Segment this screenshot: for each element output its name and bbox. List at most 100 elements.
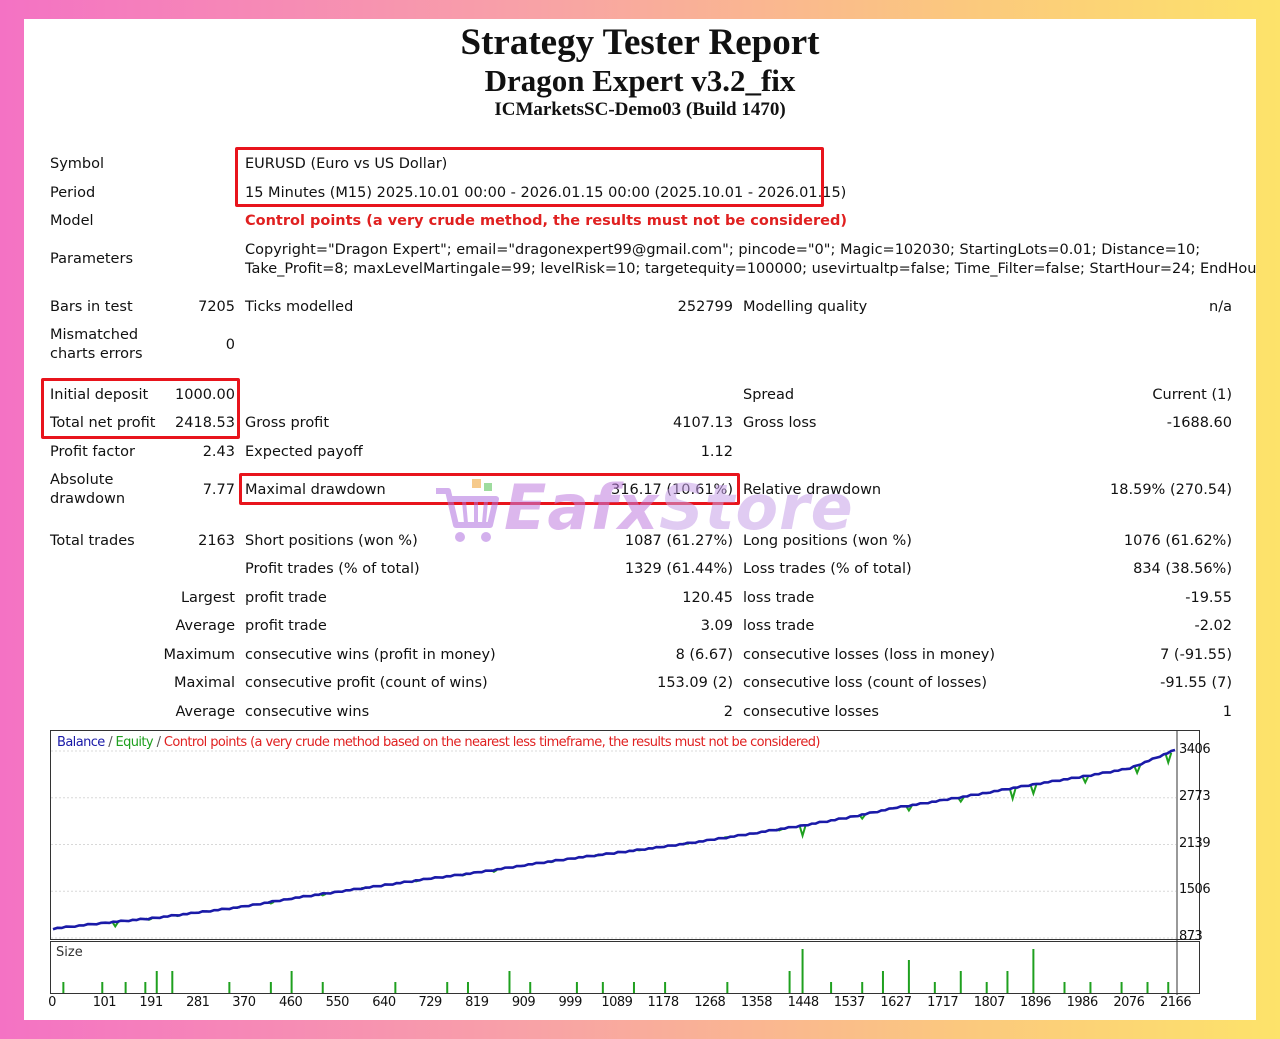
period-label: Period [50,185,96,201]
largest-profit-value: 120.45 [682,590,733,606]
y-tick-label: 873 [1179,929,1203,944]
x-tick-label: 1896 [1019,995,1052,1010]
equity-dip [1133,765,1142,776]
y-tick-label: 1506 [1179,882,1211,898]
short-positions-value: 1087 (61.27%) [624,533,733,549]
parameters-line-1: Copyright="Dragon Expert"; email="dragon… [245,242,1201,258]
long-positions-value: 1076 (61.62%) [1123,533,1232,549]
average-consecutive-label: Average [175,704,235,720]
average-loss-value: -2.02 [1194,618,1232,634]
relative-drawdown-value: 18.59% (270.54) [1110,482,1232,498]
parameters-label: Parameters [50,251,133,267]
chart-legend: Balance / Equity / Control points (a ver… [57,735,820,750]
balance-line [52,748,1176,931]
y-tick-label: 2139 [1179,835,1211,851]
relative-drawdown-label: Relative drawdown [743,482,882,498]
average-consecutive-wins-label: consecutive wins [245,704,370,720]
size-label: Size [56,945,83,960]
expert-name: Dragon Expert v3.2_fix [484,63,796,98]
profit-trades-label: Profit trades (% of total) [245,561,420,577]
average-profit-label: profit trade [245,618,327,634]
max-consecutive-wins-label: consecutive wins (profit in money) [245,647,496,663]
average-loss-label: loss trade [743,618,815,634]
mismatch-label-2: charts errors [50,346,143,362]
server-build: ICMarketsSC-Demo03 (Build 1470) [494,99,786,120]
y-tick-label: 3406 [1179,742,1211,757]
average-consecutive-losses-value: 1 [1222,704,1232,720]
expected-payoff-value: 1.12 [700,444,733,460]
deposit-value: 1000.00 [175,387,235,403]
x-tick-label: 1627 [880,995,912,1010]
period-value: 15 Minutes (M15) 2025.10.01 00:00 - 2026… [245,185,847,201]
x-tick-label: 819 [465,995,489,1010]
balance-chart: Balance / Equity / Control points (a ver… [50,730,1200,941]
x-tick-label: 460 [278,995,303,1010]
model-label: Model [50,213,94,229]
highlight-maximal-drawdown [239,473,740,505]
loss-trades-label: Loss trades (% of total) [743,561,912,577]
average-consecutive-wins-value: 2 [723,704,733,720]
x-tick-label: 1807 [973,995,1006,1010]
ticks-value: 252799 [677,299,733,315]
parameters-line-2: Take_Profit=8; maxLevelMartingale=99; le… [245,261,1256,277]
spread-label: Spread [743,387,795,403]
maximal-drawdown-label: Maximal drawdown [245,482,386,498]
maximal-drawdown-value: 316.17 (10.61%) [611,482,733,498]
report-card: Strategy Tester Report Dragon Expert v3.… [24,19,1256,1020]
average-label: Average [175,618,235,634]
absolute-drawdown-value: 7.77 [202,482,235,498]
total-trades-label: Total trades [50,533,135,549]
quality-label: Modelling quality [743,299,868,315]
total-trades-value: 2163 [198,533,235,549]
average-profit-value: 3.09 [700,618,733,634]
gross-profit-value: 4107.13 [673,415,733,431]
x-tick-label: 1537 [833,995,866,1010]
expected-payoff-label: Expected payoff [245,444,363,460]
equity-dip [1081,775,1090,785]
bars-label: Bars in test [50,299,133,315]
net-profit-value: 2418.53 [175,415,235,431]
max-consecutive-losses-label: consecutive losses (loss in money) [743,647,996,663]
x-tick-label: 999 [558,995,583,1010]
x-tick-label: 101 [92,995,117,1010]
x-tick-label: 1448 [787,995,820,1010]
x-tick-label: 2166 [1160,995,1192,1010]
maximal-label: Maximal [173,675,235,691]
max-consecutive-losses-value: 7 (-91.55) [1160,647,1232,663]
legend-separator-2: / [153,735,164,750]
gross-loss-value: -1688.60 [1166,415,1232,431]
equity-dip [798,825,807,840]
ticks-label: Ticks modelled [245,299,354,315]
long-positions-label: Long positions (won %) [743,533,912,549]
largest-loss-label: loss trade [743,590,815,606]
net-profit-label: Total net profit [50,415,156,431]
equity-dip [111,921,120,929]
spread-value: Current (1) [1152,387,1232,403]
mismatch-label-1: Mismatched [50,327,139,343]
model-value: Control points (a very crude method, the… [245,213,847,229]
mismatch-value: 0 [225,337,235,353]
x-tick-label: 1717 [927,995,959,1010]
equity-dip [1029,784,1038,797]
loss-trades-value: 834 (38.56%) [1133,561,1232,577]
balance-plot [51,731,1178,941]
legend-separator-1: / [104,735,116,750]
profit-factor-label: Profit factor [50,444,135,460]
maximal-consecutive-loss-value: -91.55 (7) [1160,675,1232,691]
highlight-deposit-profit [41,378,240,439]
x-tick-label: 909 [511,995,536,1010]
y-tick-label: 2773 [1179,788,1211,804]
legend-balance: Balance [57,735,105,750]
legend-equity: Equity [115,735,154,750]
x-tick-label: 191 [139,995,163,1010]
gross-profit-label: Gross profit [245,415,330,431]
largest-label: Largest [180,590,235,606]
deposit-label: Initial deposit [50,387,149,403]
largest-loss-value: -19.55 [1185,590,1232,606]
largest-profit-label: profit trade [245,590,327,606]
maximum-label: Maximum [163,647,235,663]
x-tick-label: 1089 [601,995,633,1010]
bars-value: 7205 [198,299,235,315]
x-tick-label: 2076 [1113,995,1145,1010]
maximal-consecutive-profit-value: 153.09 (2) [657,675,733,691]
